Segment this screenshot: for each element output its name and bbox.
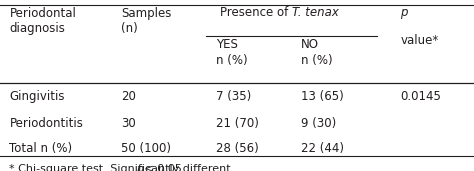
Text: value*: value*: [401, 34, 439, 47]
Text: 22 (44): 22 (44): [301, 142, 344, 155]
Text: YES
n (%): YES n (%): [216, 38, 247, 67]
Text: < 0.05: < 0.05: [141, 164, 182, 171]
Text: T. tenax: T. tenax: [292, 6, 338, 19]
Text: Periodontal
diagnosis: Periodontal diagnosis: [9, 7, 76, 35]
Text: 20: 20: [121, 90, 136, 103]
Text: 9 (30): 9 (30): [301, 117, 336, 130]
Text: 0.0145: 0.0145: [401, 90, 441, 103]
Text: 28 (56): 28 (56): [216, 142, 258, 155]
Text: p: p: [136, 164, 143, 171]
Text: 50 (100): 50 (100): [121, 142, 171, 155]
Text: 7 (35): 7 (35): [216, 90, 251, 103]
Text: 21 (70): 21 (70): [216, 117, 258, 130]
Text: NO
n (%): NO n (%): [301, 38, 333, 67]
Text: Presence of: Presence of: [219, 6, 292, 19]
Text: 30: 30: [121, 117, 136, 130]
Text: Periodontitis: Periodontitis: [9, 117, 83, 130]
Text: p: p: [401, 6, 408, 19]
Text: Gingivitis: Gingivitis: [9, 90, 65, 103]
Text: 13 (65): 13 (65): [301, 90, 344, 103]
Text: Samples
(n): Samples (n): [121, 7, 171, 35]
Text: Total n (%): Total n (%): [9, 142, 73, 155]
Text: * Chi-square test. Significantly different: * Chi-square test. Significantly differe…: [9, 164, 235, 171]
